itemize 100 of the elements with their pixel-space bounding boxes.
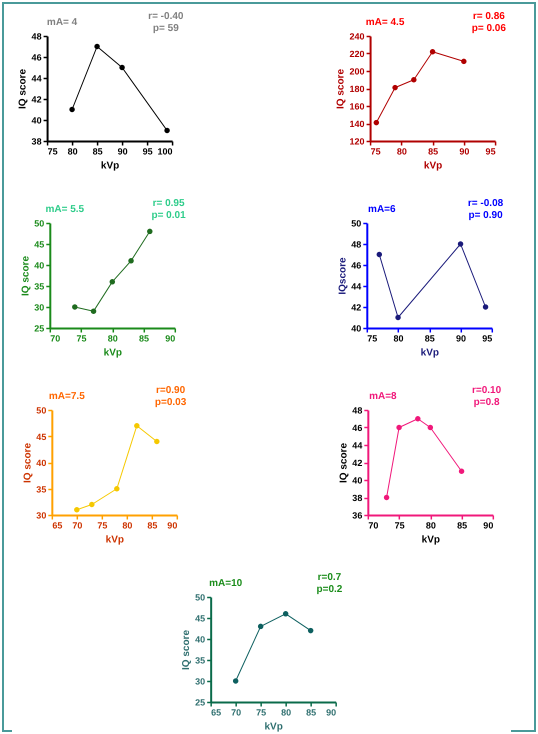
y-tick-label: 50 (351, 218, 362, 228)
x-tick-label: 80 (426, 520, 436, 530)
x-tick-label: 65 (211, 708, 222, 718)
y-tick-label: 240 (350, 32, 365, 42)
y-tick-label: 45 (34, 240, 44, 250)
x-tick-label: 95 (482, 334, 492, 344)
y-axis-title: IQ score (20, 256, 32, 296)
x-tick-label: 90 (456, 334, 466, 344)
y-tick-label: 40 (351, 324, 362, 334)
text: p= 0.90 (468, 210, 504, 221)
y-tick-label: 48 (32, 32, 42, 42)
y-axis-title: IQ score (336, 68, 347, 110)
text: p= 59 (152, 23, 180, 34)
y-tick-label: 42 (351, 302, 362, 312)
y-axis-title: IQ score (22, 442, 34, 484)
text: mA= 4.5 (366, 17, 405, 28)
y-tick-label: 50 (34, 218, 44, 228)
y-tick-label: 42 (352, 458, 362, 468)
y-tick-label: 50 (36, 406, 46, 416)
y-tick-label: 44 (351, 282, 362, 292)
y-tick-label: 36 (352, 510, 362, 520)
x-tick-label: 80 (394, 334, 404, 344)
x-axis-title: kVp (106, 534, 124, 546)
y-tick-label: 45 (195, 614, 206, 624)
text: mA=8 (369, 391, 398, 402)
x-tick-label: 95 (486, 146, 496, 156)
x-tick-label: 85 (424, 334, 435, 344)
y-tick-label: 35 (36, 484, 46, 494)
x-tick-label: 85 (306, 708, 316, 718)
x-axis-title: kVp (422, 534, 440, 546)
text: p=0.8 (474, 397, 500, 408)
y-axis-title: IQ score (18, 68, 29, 110)
y-tick-label: 30 (36, 510, 46, 520)
x-tick-label: 75 (394, 520, 405, 530)
text: r=0.10 (472, 385, 502, 396)
x-tick-label: 85 (92, 146, 103, 156)
x-tick-label: 90 (326, 708, 336, 718)
x-tick-label: 70 (50, 334, 60, 344)
x-axis-title: kVp (100, 160, 120, 172)
y-tick-label: 38 (32, 136, 42, 146)
y-tick-label: 42 (32, 94, 42, 104)
y-tick-label: 46 (352, 423, 362, 433)
y-tick-label: 50 (195, 592, 206, 602)
x-tick-label: 85 (457, 520, 468, 530)
x-tick-label: 75 (370, 146, 381, 156)
text: r= 0.95 (152, 198, 185, 209)
x-tick-label: 80 (396, 146, 407, 156)
y-tick-label: 40 (34, 260, 44, 270)
y-tick-label: 30 (195, 676, 206, 686)
x-tick-label: 65 (52, 520, 62, 530)
y-tick-label: 48 (352, 406, 362, 416)
text: mA= 5.5 (45, 204, 85, 215)
y-tick-label: 200 (350, 66, 365, 76)
text: p=0.2 (316, 584, 343, 595)
text: p= 0.06 (472, 23, 506, 34)
x-tick-label: 80 (68, 146, 78, 156)
y-tick-label: 40 (352, 476, 362, 486)
x-tick-label: 90 (165, 334, 176, 344)
y-tick-label: 140 (350, 119, 365, 129)
x-axis-title: kVp (420, 348, 439, 358)
y-tick-label: 30 (34, 302, 44, 312)
y-tick-label: 120 (350, 136, 365, 146)
y-tick-label: 44 (352, 440, 362, 450)
x-axis-title: kVp (424, 160, 442, 172)
x-tick-label: 90 (167, 520, 178, 530)
x-tick-label: 90 (118, 146, 128, 156)
y-tick-label: 45 (36, 432, 46, 442)
x-tick-label: 80 (281, 708, 292, 718)
y-tick-label: 160 (350, 102, 365, 112)
x-tick-label: 70 (368, 520, 378, 530)
y-tick-label: 25 (34, 324, 44, 334)
x-tick-label: 75 (97, 520, 108, 530)
y-tick-label: 40 (36, 458, 46, 468)
x-tick-label: 80 (108, 334, 118, 344)
x-tick-label: 75 (48, 146, 58, 156)
x-tick-label: 90 (483, 520, 494, 530)
x-tick-label: 85 (428, 146, 438, 156)
x-tick-label: 75 (367, 334, 378, 344)
y-tick-label: 220 (350, 49, 365, 59)
x-tick-label: 95 (142, 146, 153, 156)
text: mA= 4 (46, 17, 78, 28)
text: p= 0.01 (151, 210, 186, 221)
x-tick-label: 80 (122, 520, 132, 530)
y-axis-title: IQ score (338, 442, 350, 484)
x-tick-label: 85 (139, 334, 150, 344)
y-tick-label: 40 (32, 116, 42, 126)
text: r=0.90 (156, 385, 186, 396)
text: r= -0.40 (148, 11, 184, 22)
x-tick-label: 85 (147, 520, 158, 530)
x-tick-label: 70 (231, 708, 242, 718)
text: p=0.03 (154, 397, 187, 408)
x-tick-label: 100 (158, 146, 173, 156)
y-tick-label: 180 (350, 84, 365, 94)
x-tick-label: 90 (459, 146, 470, 156)
text: mA=10 (209, 578, 243, 589)
y-tick-label: 35 (34, 282, 44, 292)
x-tick-label: 70 (72, 520, 82, 530)
text: r= -0.08 (468, 198, 504, 209)
x-tick-label: 75 (76, 334, 87, 344)
y-tick-label: 46 (32, 52, 42, 62)
